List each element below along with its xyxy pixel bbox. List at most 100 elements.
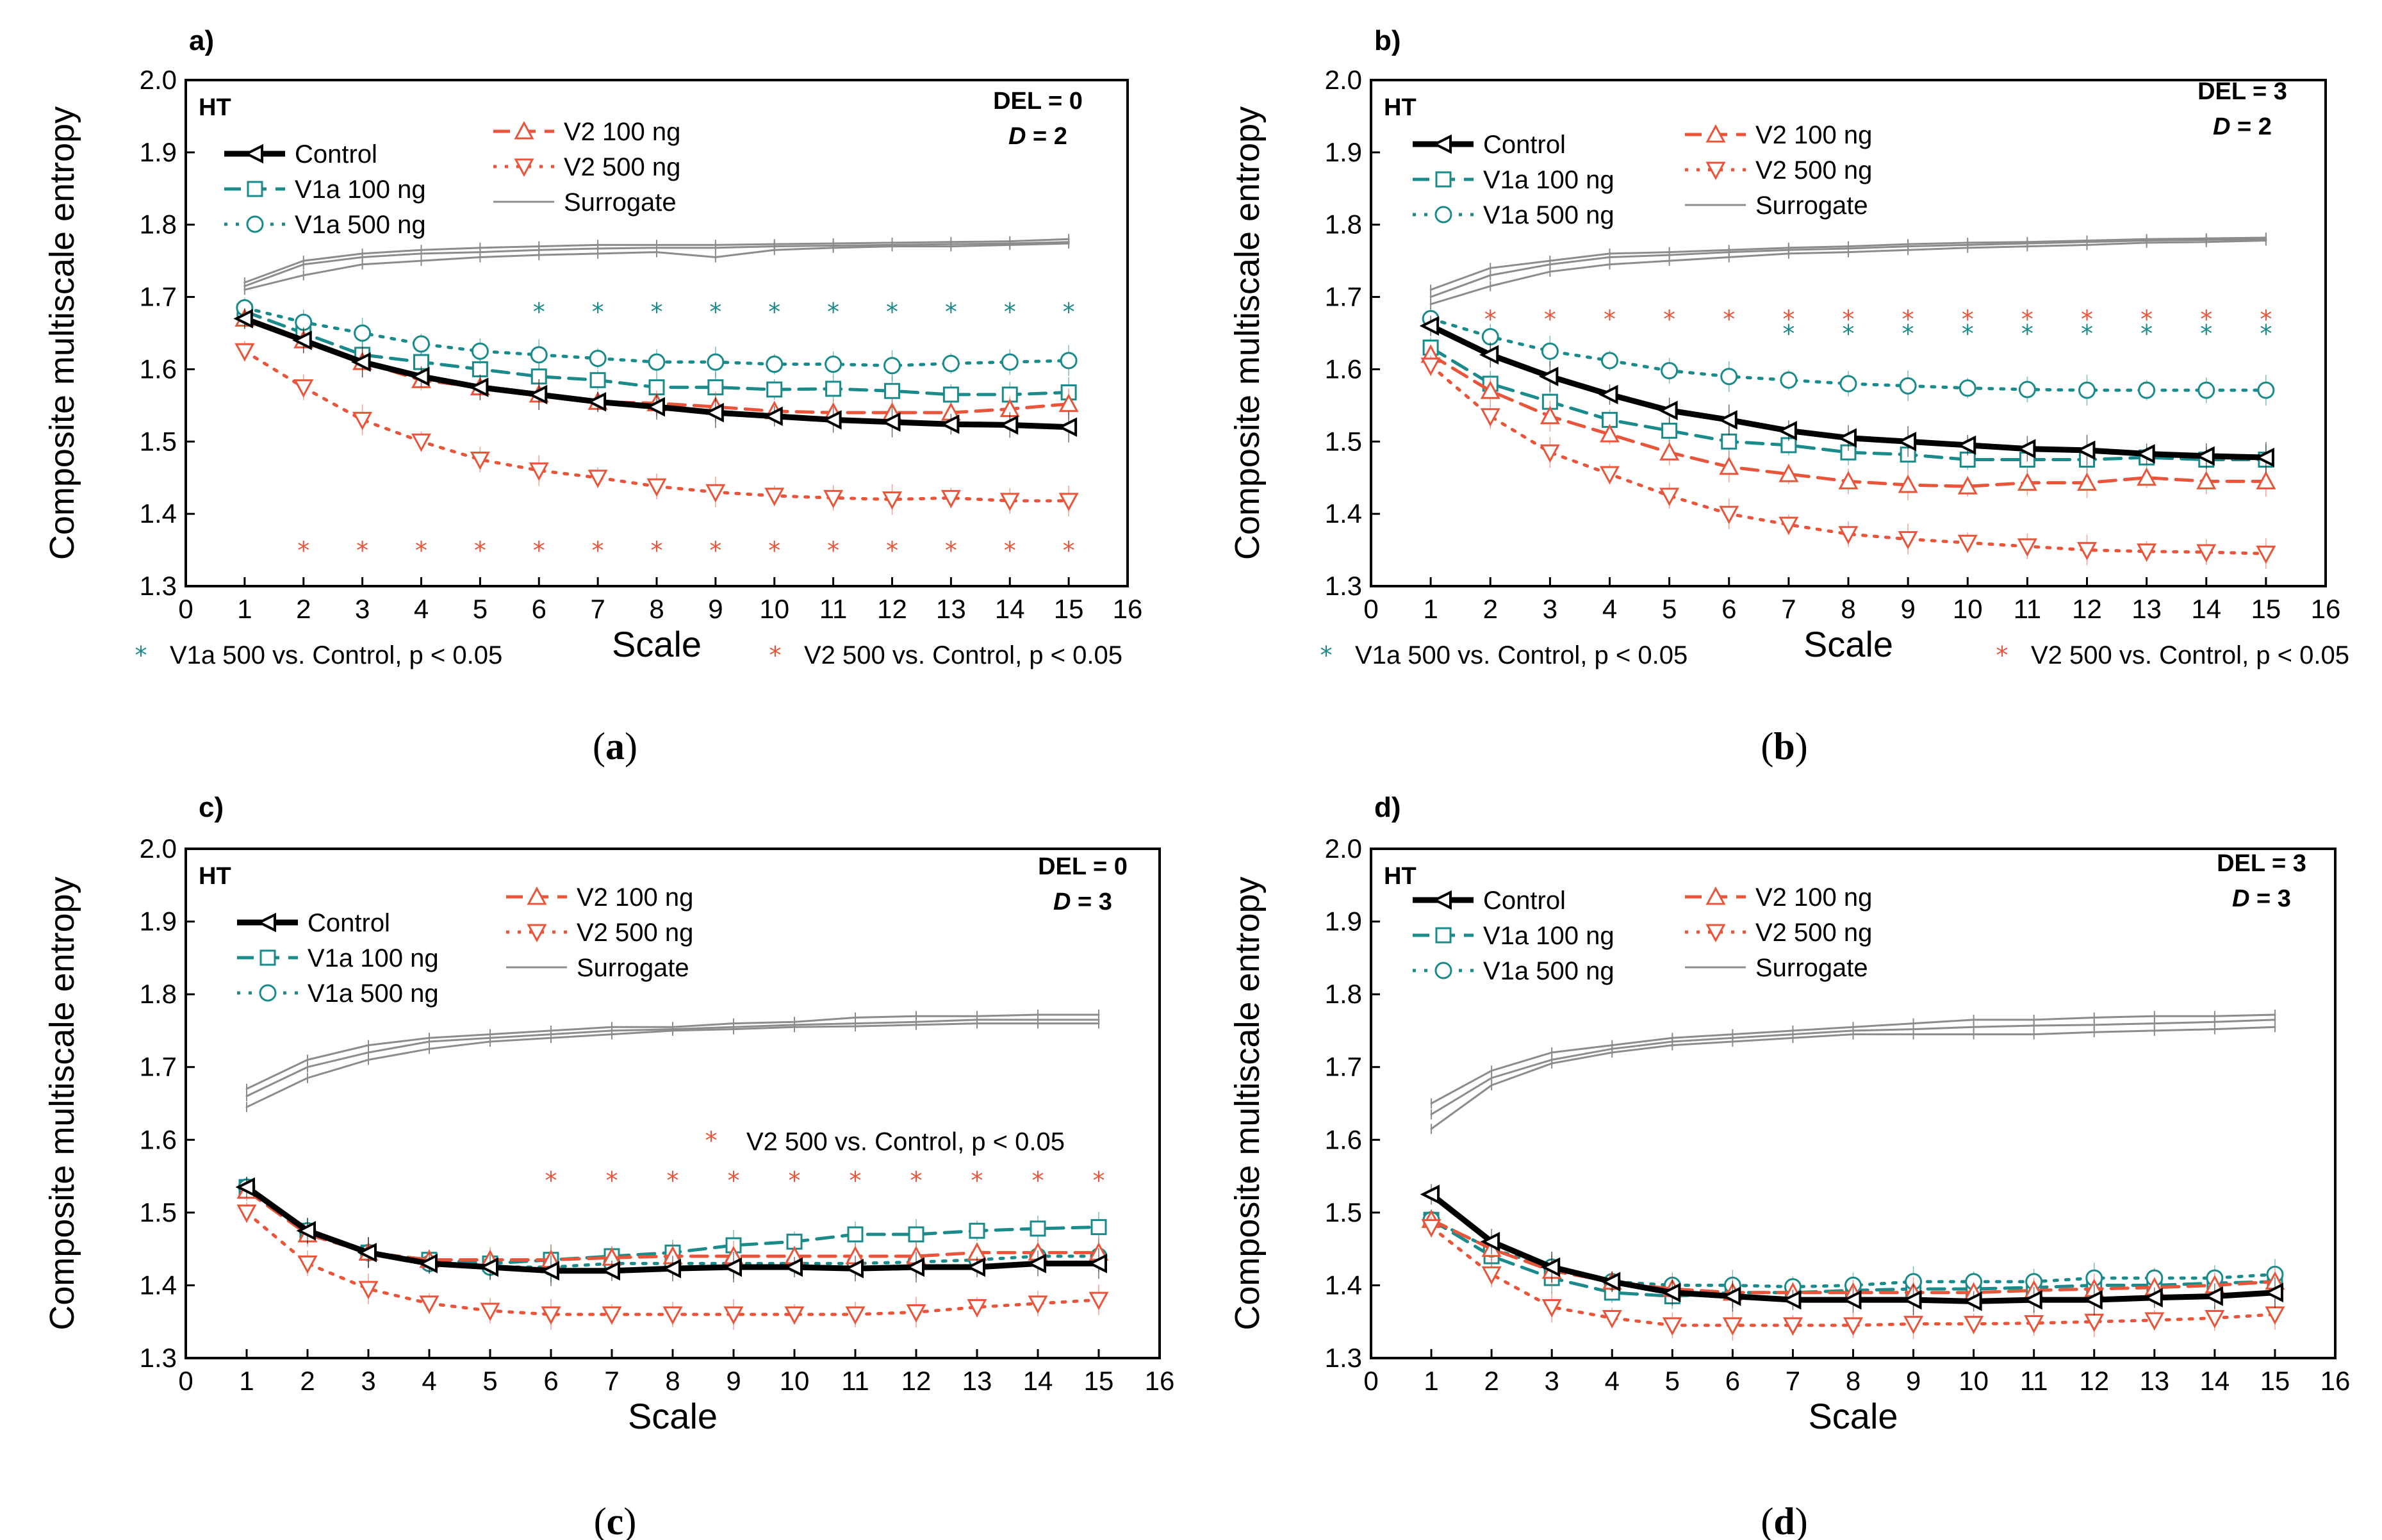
significance-marker: * (1902, 305, 1914, 333)
legend-marker (527, 886, 547, 905)
data-point (236, 1204, 257, 1224)
x-axis-label: Scale (628, 1396, 718, 1436)
data-point (1957, 534, 1978, 553)
significance-marker: * (2081, 305, 2093, 333)
x-tick-label: 5 (1665, 1366, 1680, 1396)
data-point (1659, 442, 1680, 461)
series-v2-500-ng (1421, 1216, 2285, 1341)
data-point (529, 462, 549, 481)
legend-label: V1a 500 ng (295, 211, 426, 239)
note-star: * (769, 641, 782, 669)
data-point (1599, 423, 1620, 443)
significance-marker: * (667, 1167, 679, 1195)
x-tick-label: 6 (1721, 594, 1736, 624)
data-point (1026, 1254, 1046, 1274)
data-point (882, 491, 903, 510)
legend-label: V1a 100 ng (1483, 922, 1614, 950)
series-v2-500-ng (234, 341, 1079, 516)
data-point (1964, 1316, 1984, 1334)
series-line (1429, 1225, 2277, 1327)
legend-label: Control (1483, 131, 1566, 159)
significance-marker: * (592, 537, 604, 565)
data-point (1538, 366, 1559, 386)
legend-label: V2 500 ng (577, 919, 693, 947)
y-tick-label: 1.6 (1325, 1124, 1362, 1154)
x-tick-label: 14 (2200, 1366, 2230, 1396)
legend-marker (514, 158, 534, 177)
data-point (234, 343, 255, 362)
legend-item: V2 500 ng (1685, 156, 1872, 184)
data-point (1541, 1299, 1562, 1318)
significance-marker: * (1782, 305, 1795, 333)
y-tick-label: 1.7 (140, 282, 177, 312)
panel-label: d) (1374, 792, 1401, 823)
data-point (942, 354, 960, 372)
data-point (722, 1257, 742, 1277)
x-tick-label: 16 (1113, 594, 1143, 624)
x-tick-label: 0 (178, 1366, 193, 1396)
legend-marker (247, 181, 263, 197)
x-tick-label: 15 (1054, 594, 1084, 624)
data-point (1778, 463, 1799, 482)
x-tick-label: 6 (1725, 1366, 1740, 1396)
data-point (1421, 1219, 1442, 1238)
data-point (884, 382, 900, 399)
significance-marker: * (945, 298, 957, 326)
data-point (410, 366, 430, 386)
data-point (2256, 471, 2276, 489)
series-surrogate-1 (243, 234, 1070, 288)
significance-marker: * (592, 298, 604, 326)
x-tick-label: 4 (414, 594, 429, 624)
data-point (2135, 444, 2155, 464)
data-point (823, 489, 844, 509)
significance-note: V1a 500 vs. Control, p < 0.05 (1355, 641, 1688, 669)
x-tick-label: 15 (2251, 594, 2281, 624)
data-point (822, 410, 842, 430)
x-tick-label: 2 (300, 1366, 315, 1396)
data-point (1777, 421, 1797, 441)
significance-marker: * (2200, 320, 2212, 348)
x-tick-label: 0 (178, 594, 193, 624)
y-axis-label: Composite multiscale entropy (43, 876, 81, 1330)
x-tick-label: 10 (759, 594, 789, 624)
data-point (847, 1226, 864, 1243)
data-point (845, 1306, 866, 1325)
significance-marker: * (1902, 320, 1914, 348)
x-tick-label: 9 (708, 594, 723, 624)
legend-label: V1a 100 ng (1483, 166, 1614, 194)
y-tick-label: 1.3 (140, 1343, 177, 1373)
data-point (967, 1299, 987, 1318)
data-point (1721, 1286, 1741, 1306)
data-point (883, 357, 901, 375)
x-tick-label: 16 (2311, 594, 2341, 624)
x-tick-label: 1 (1423, 594, 1438, 624)
series-surrogate-3 (1429, 235, 2267, 309)
y-axis-label: Composite multiscale entropy (43, 106, 81, 560)
significance-marker: * (1962, 305, 1974, 333)
legend-item: V2 500 ng (506, 919, 693, 947)
data-point (352, 411, 373, 430)
y-tick-label: 1.7 (1325, 1052, 1362, 1082)
legend-marker (1434, 206, 1452, 224)
series-line (1429, 316, 2268, 392)
x-tick-label: 12 (2079, 1366, 2109, 1396)
y-tick-label: 2.0 (1325, 833, 1362, 864)
data-point (2078, 381, 2096, 399)
data-point (844, 1259, 864, 1279)
x-tick-label: 12 (901, 1366, 932, 1396)
x-tick-label: 0 (1363, 1366, 1378, 1396)
data-point (468, 377, 489, 397)
legend-marker (256, 912, 276, 933)
legend-label: Surrogate (1755, 954, 1868, 982)
data-point (1480, 381, 1500, 399)
y-tick-label: 1.6 (140, 354, 177, 384)
data-point (1481, 1266, 1502, 1285)
significance-marker: * (1484, 305, 1497, 333)
x-tick-label: 12 (2072, 594, 2102, 624)
data-point (296, 1221, 316, 1241)
y-tick-label: 1.4 (1325, 1270, 1362, 1300)
data-point (1956, 435, 1976, 455)
series-line (1430, 1026, 2276, 1130)
data-point (1058, 393, 1079, 413)
legend-item: Control (224, 140, 377, 168)
